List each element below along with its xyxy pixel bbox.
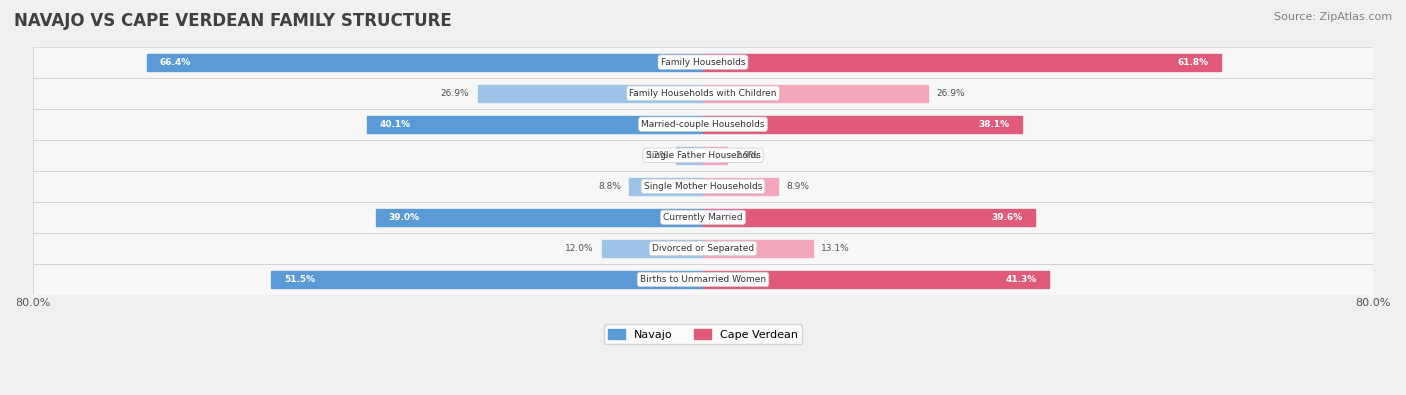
Text: 2.9%: 2.9% (735, 151, 759, 160)
Bar (703, 116, 1022, 133)
Text: Source: ZipAtlas.com: Source: ZipAtlas.com (1274, 12, 1392, 22)
Text: Births to Unmarried Women: Births to Unmarried Women (640, 275, 766, 284)
Bar (146, 54, 703, 71)
Text: 66.4%: 66.4% (159, 58, 190, 67)
Bar (703, 85, 928, 102)
Bar (478, 85, 703, 102)
Text: 61.8%: 61.8% (1177, 58, 1208, 67)
Text: 41.3%: 41.3% (1005, 275, 1036, 284)
Bar (32, 140, 1374, 171)
Bar (367, 116, 703, 133)
Bar (676, 147, 703, 164)
Text: Currently Married: Currently Married (664, 213, 742, 222)
Bar (32, 233, 1374, 264)
Bar (602, 240, 703, 257)
Bar (32, 78, 1374, 109)
Text: 39.6%: 39.6% (991, 213, 1022, 222)
Bar (32, 47, 1374, 78)
Text: 12.0%: 12.0% (565, 244, 595, 253)
Bar (32, 264, 1374, 295)
Text: 40.1%: 40.1% (380, 120, 411, 129)
Bar (32, 202, 1374, 233)
Bar (703, 147, 727, 164)
Text: 13.1%: 13.1% (821, 244, 849, 253)
Bar (32, 202, 1374, 233)
Bar (703, 271, 1049, 288)
Text: Family Households: Family Households (661, 58, 745, 67)
Text: 51.5%: 51.5% (284, 275, 315, 284)
Bar (703, 240, 813, 257)
Legend: Navajo, Cape Verdean: Navajo, Cape Verdean (603, 324, 803, 344)
Text: Divorced or Separated: Divorced or Separated (652, 244, 754, 253)
Bar (703, 209, 1035, 226)
Bar (32, 264, 1374, 295)
Text: 8.8%: 8.8% (598, 182, 621, 191)
Text: 38.1%: 38.1% (979, 120, 1010, 129)
Text: 3.2%: 3.2% (645, 151, 668, 160)
Bar (32, 78, 1374, 109)
Text: 39.0%: 39.0% (389, 213, 420, 222)
Bar (271, 271, 703, 288)
Text: Family Households with Children: Family Households with Children (630, 88, 776, 98)
Bar (377, 209, 703, 226)
Bar (32, 140, 1374, 171)
Bar (32, 171, 1374, 202)
Text: Single Father Households: Single Father Households (645, 151, 761, 160)
Bar (32, 233, 1374, 264)
Text: 26.9%: 26.9% (936, 88, 966, 98)
Bar (703, 54, 1220, 71)
Bar (32, 47, 1374, 78)
Bar (703, 178, 778, 195)
Bar (630, 178, 703, 195)
Text: 26.9%: 26.9% (440, 88, 470, 98)
Bar (32, 171, 1374, 202)
Text: 8.9%: 8.9% (786, 182, 808, 191)
Text: Married-couple Households: Married-couple Households (641, 120, 765, 129)
Text: Single Mother Households: Single Mother Households (644, 182, 762, 191)
Text: NAVAJO VS CAPE VERDEAN FAMILY STRUCTURE: NAVAJO VS CAPE VERDEAN FAMILY STRUCTURE (14, 12, 451, 30)
Bar (32, 109, 1374, 140)
Bar (32, 109, 1374, 140)
